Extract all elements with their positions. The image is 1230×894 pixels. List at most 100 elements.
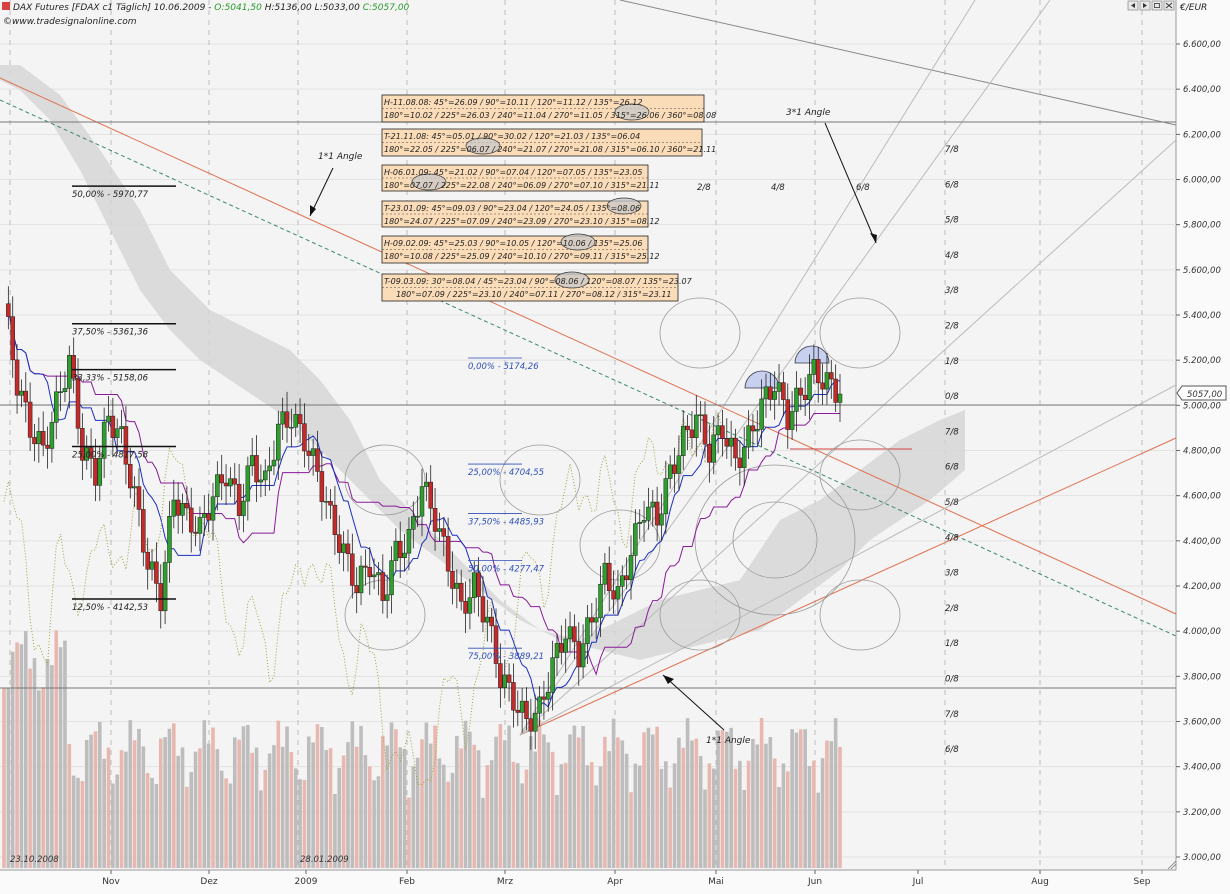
octave-label: 7/8 bbox=[945, 145, 959, 155]
price-tick-label: 3.600,00 bbox=[1183, 718, 1221, 728]
volume-bar bbox=[816, 792, 821, 868]
candle-body bbox=[593, 617, 599, 623]
candle-body bbox=[576, 641, 581, 668]
candle-body bbox=[71, 355, 76, 379]
volume-bar bbox=[637, 765, 642, 868]
restore-icon[interactable] bbox=[1151, 0, 1163, 11]
octave-label: 0/8 bbox=[945, 392, 959, 402]
volume-bar bbox=[367, 766, 372, 868]
volume-bar bbox=[624, 753, 629, 868]
volume-bar bbox=[472, 744, 477, 868]
volume-bar bbox=[650, 734, 655, 868]
candle-body bbox=[6, 303, 11, 317]
candle-body bbox=[789, 411, 795, 430]
candle-body bbox=[715, 425, 721, 436]
volume-bar bbox=[176, 755, 180, 868]
candle-body bbox=[10, 316, 15, 361]
candle-body bbox=[271, 459, 277, 467]
price-tick-label: 5.000,00 bbox=[1183, 401, 1221, 411]
volume-bar bbox=[102, 758, 106, 868]
candle-body bbox=[428, 481, 433, 509]
volume-bar bbox=[529, 736, 533, 868]
volume-bar bbox=[28, 668, 32, 868]
candle-body bbox=[101, 421, 107, 459]
resistance-line bbox=[619, 0, 1177, 126]
gann-fan-line-upper bbox=[0, 77, 1177, 615]
candle-body bbox=[284, 411, 290, 428]
volume-bar bbox=[507, 725, 511, 868]
candle-body bbox=[698, 414, 703, 417]
candle-body bbox=[541, 696, 547, 700]
octave-labels-top: 2/8 4/8 6/8 bbox=[697, 183, 870, 193]
candle-body bbox=[711, 434, 716, 463]
candle-body bbox=[472, 572, 477, 598]
volume-bar bbox=[32, 658, 37, 868]
volume-bar bbox=[738, 760, 742, 868]
volume-bar bbox=[746, 760, 751, 868]
gann-angle-low bbox=[519, 384, 1177, 736]
month-gridlines bbox=[9, 0, 1143, 870]
octave-label: 1/8 bbox=[945, 357, 959, 367]
candle-body bbox=[350, 553, 355, 586]
fib-levels: 50,00% - 5970,77 37,50% - 5361,36 33,33% -… bbox=[72, 185, 545, 662]
candle-body bbox=[241, 500, 246, 516]
note-line-2: 180°=10.02 / 225°=26.03 / 240°=11.04 / 2… bbox=[384, 111, 716, 120]
candle-body bbox=[193, 531, 198, 534]
candle-body bbox=[811, 359, 817, 375]
candle-body bbox=[245, 465, 251, 502]
candle-body bbox=[263, 470, 268, 481]
resize-grip-icon[interactable] bbox=[1167, 860, 1177, 870]
candle-body bbox=[128, 463, 133, 489]
octave-label: 5/8 bbox=[945, 216, 959, 226]
month-tick-label: Mrz bbox=[497, 877, 513, 887]
scroll-right-icon[interactable] bbox=[1139, 0, 1151, 11]
volume-bar bbox=[15, 642, 19, 868]
octave-label: 4/8 bbox=[945, 533, 959, 543]
volume-bar bbox=[289, 751, 294, 868]
close-icon[interactable] bbox=[1163, 0, 1175, 11]
trendline-dashed bbox=[0, 99, 1177, 637]
candle-body bbox=[454, 582, 460, 589]
price-tick-label: 3.000,00 bbox=[1183, 853, 1221, 863]
volume-bar bbox=[141, 746, 146, 868]
volume-bar bbox=[820, 758, 825, 868]
candle-body bbox=[354, 585, 359, 594]
candle-body bbox=[306, 450, 312, 456]
candle-body bbox=[293, 414, 298, 428]
volume-bar bbox=[677, 737, 681, 868]
volume-bar bbox=[172, 723, 176, 868]
note-boxes: H-11.08.08: 45°=26.09 / 90°=10.11 / 120°… bbox=[381, 94, 716, 302]
volume-bar bbox=[67, 743, 72, 868]
volume-bar bbox=[633, 763, 638, 868]
candle-body bbox=[62, 388, 68, 392]
note-line-2: 180°=07.09 / 225°=23.10 / 240°=07.11 / 2… bbox=[396, 290, 672, 299]
bottom-date-1: 23.10.2008 bbox=[10, 855, 59, 865]
candle-body bbox=[367, 567, 372, 578]
candle-body bbox=[489, 616, 494, 627]
volume-bar bbox=[594, 785, 598, 868]
volume-bar bbox=[664, 761, 668, 868]
candle-body bbox=[249, 455, 255, 467]
volume-bar bbox=[550, 751, 555, 868]
scroll-left-icon[interactable] bbox=[1127, 0, 1139, 11]
candle-body bbox=[776, 382, 782, 392]
candle-body bbox=[763, 386, 769, 400]
volume-bar bbox=[546, 742, 551, 868]
candle-body bbox=[515, 709, 521, 713]
volume-bar bbox=[707, 763, 712, 868]
octave-label: 3/8 bbox=[945, 286, 959, 296]
volume-bar bbox=[768, 736, 773, 868]
candle-body bbox=[58, 391, 63, 393]
volume-bar bbox=[603, 736, 607, 868]
volume-bar bbox=[685, 718, 690, 868]
note-line-1: H-09.02.09: 45°=25.03 / 90°=10.05 / 120°… bbox=[384, 239, 642, 248]
volume-bar bbox=[41, 687, 45, 868]
candle-body bbox=[707, 444, 712, 463]
candle-body bbox=[554, 643, 560, 658]
candle-body bbox=[641, 520, 647, 523]
octave-label: 6/8 bbox=[945, 463, 959, 473]
candles bbox=[6, 286, 843, 750]
volume-bar bbox=[6, 688, 11, 868]
volume-bar bbox=[629, 792, 633, 868]
volume-bar bbox=[154, 783, 159, 868]
